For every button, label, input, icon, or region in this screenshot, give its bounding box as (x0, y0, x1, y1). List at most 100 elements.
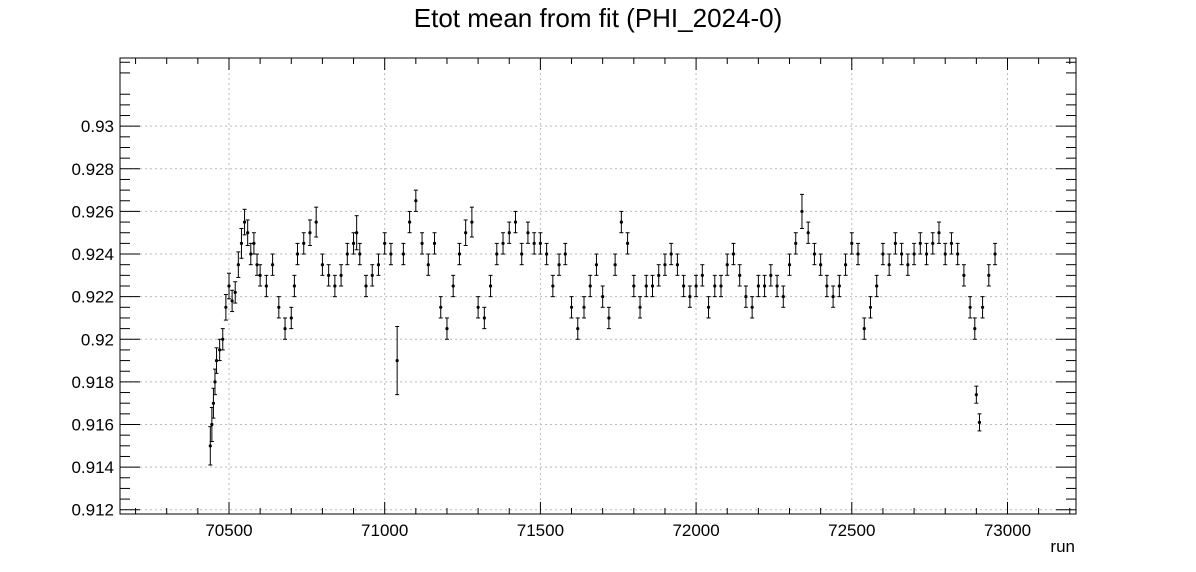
marker (218, 348, 222, 352)
marker (918, 241, 922, 245)
data-point (986, 264, 991, 287)
marker (495, 252, 499, 256)
marker (520, 252, 524, 256)
data-point (650, 274, 655, 298)
data-point (993, 242, 998, 266)
data-point (242, 208, 247, 236)
marker (482, 316, 486, 320)
data-point (538, 232, 543, 255)
data-point (880, 242, 885, 266)
data-point (806, 221, 811, 244)
marker (488, 284, 493, 288)
data-point (388, 242, 393, 266)
data-point (977, 413, 982, 432)
marker (775, 284, 779, 288)
marker (943, 252, 947, 256)
data-point (972, 317, 977, 340)
marker (364, 284, 368, 288)
data-point (251, 232, 256, 255)
marker (900, 252, 904, 256)
marker (912, 252, 916, 256)
marker (470, 220, 474, 224)
marker (669, 252, 673, 256)
data-point (831, 285, 836, 308)
data-point (756, 274, 761, 298)
marker (887, 263, 891, 267)
data-point (557, 253, 562, 276)
data-point (444, 317, 449, 340)
data-point (575, 317, 580, 340)
data-point (351, 232, 356, 255)
marker (230, 299, 234, 303)
x-axis-label: run (1050, 537, 1075, 556)
marker (563, 252, 567, 256)
data-point (382, 232, 387, 255)
data-point (719, 274, 724, 298)
data-point (856, 242, 861, 266)
marker (283, 327, 287, 331)
marker (906, 263, 910, 267)
data-point (217, 338, 222, 362)
marker (594, 263, 599, 267)
marker (302, 241, 306, 245)
data-point (270, 253, 275, 276)
marker (825, 284, 829, 288)
marker (700, 273, 704, 277)
data-point (525, 221, 530, 244)
data-point (420, 232, 425, 255)
data-point (581, 296, 586, 319)
marker (532, 241, 536, 245)
marker (931, 241, 935, 245)
data-point (364, 274, 369, 298)
data-point (248, 242, 253, 266)
marker (937, 231, 941, 235)
data-point (276, 296, 281, 319)
data-point (644, 274, 649, 298)
marker (837, 284, 841, 288)
data-point (214, 347, 219, 374)
y-tick-label: 0.918 (71, 373, 114, 392)
marker (812, 252, 817, 256)
x-tick-label: 72500 (828, 521, 875, 540)
y-tick-label: 0.916 (71, 416, 114, 435)
data-point (314, 206, 319, 238)
marker (538, 241, 542, 245)
data-point (656, 264, 661, 287)
marker (236, 263, 240, 267)
marker (787, 263, 792, 267)
marker (632, 284, 636, 288)
data-point (469, 206, 474, 238)
marker (211, 401, 216, 405)
marker (800, 209, 804, 214)
marker (682, 284, 686, 288)
data-point (768, 264, 773, 287)
marker (756, 284, 760, 288)
marker (476, 305, 480, 309)
data-point (862, 317, 867, 340)
marker (277, 305, 281, 309)
x-tick-label: 70500 (205, 521, 252, 540)
x-axis: 70500 71000 71500 72000 72500 73000 (135, 58, 1071, 540)
data-point (451, 274, 456, 298)
marker (545, 252, 549, 256)
marker (395, 358, 399, 363)
marker (875, 284, 879, 288)
marker (370, 273, 374, 277)
marker (551, 284, 555, 288)
data-point (407, 210, 412, 234)
data-point (463, 219, 468, 247)
data-point (737, 264, 742, 287)
marker (601, 295, 605, 299)
data-point (930, 232, 935, 255)
marker (868, 305, 873, 309)
data-point (874, 274, 879, 298)
y-tick-label: 0.922 (71, 288, 114, 307)
x-tick-label: 71500 (517, 521, 564, 540)
data-point (631, 274, 636, 298)
marker (613, 263, 617, 267)
marker (582, 305, 586, 309)
data-point (320, 253, 325, 276)
marker (249, 252, 253, 256)
data-point (955, 242, 960, 266)
marker (725, 263, 729, 267)
